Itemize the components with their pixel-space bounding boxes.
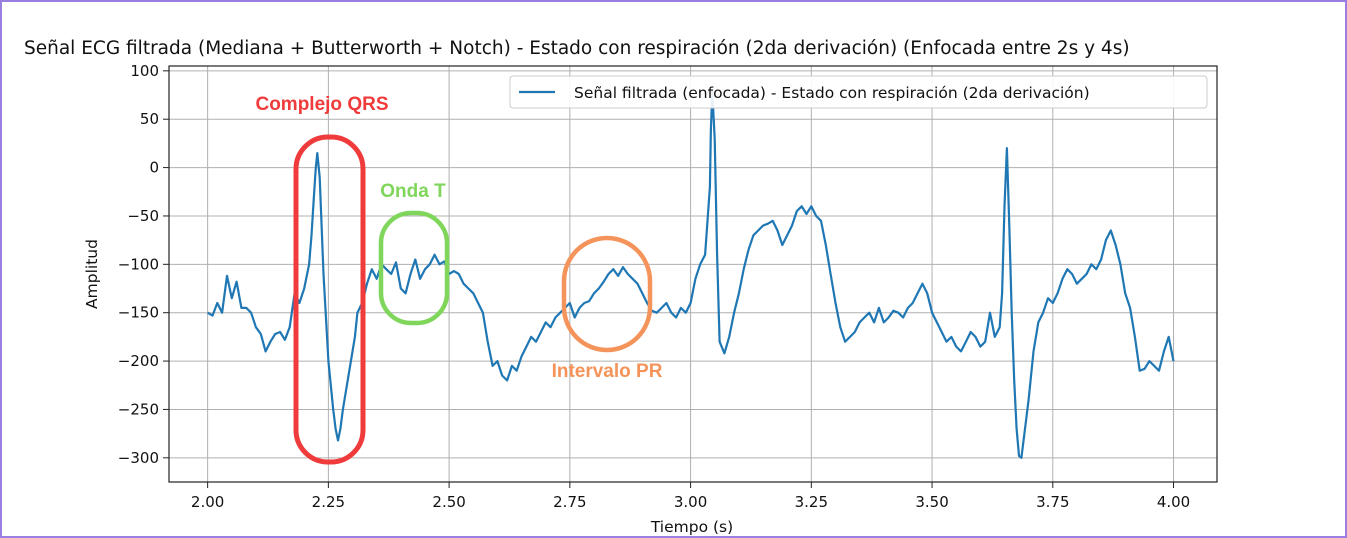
t-wave-annotation: Onda T <box>380 181 446 202</box>
x-tick-label: 2.75 <box>553 493 586 511</box>
y-tick-label: 0 <box>149 159 159 177</box>
y-tick-label: −100 <box>118 255 159 273</box>
legend-box <box>509 75 1208 109</box>
x-tick-label: 3.25 <box>795 493 828 511</box>
pr-interval-highlight-ellipse <box>561 235 653 353</box>
qrs-annotation: Complejo QRS <box>255 94 388 115</box>
y-tick-label: −250 <box>118 400 159 418</box>
x-tick-label: 4.00 <box>1157 493 1190 511</box>
x-axis-ticks: 2.00 2.25 2.50 2.75 3.00 3.25 3.50 3.75 4.00 <box>191 482 1190 511</box>
plot-area <box>207 91 1175 459</box>
y-axis-ticks: 100 50 0 −50 −100 −150 −200 −250 −300 <box>118 62 169 467</box>
annotations: Complejo QRS Onda T Intervalo PR <box>255 94 663 465</box>
y-axis-label: Amplitud <box>83 239 101 309</box>
t-wave-highlight-ellipse <box>378 210 450 326</box>
legend: Señal filtrada (enfocada) - Estado con r… <box>509 75 1208 109</box>
ecg-series-line <box>207 91 1175 459</box>
legend-label: Señal filtrada (enfocada) - Estado con r… <box>574 84 1090 102</box>
y-tick-label: 100 <box>130 62 159 80</box>
x-tick-label: 2.00 <box>191 493 224 511</box>
x-tick-label: 3.75 <box>1036 493 1069 511</box>
y-tick-label: 50 <box>140 110 159 128</box>
y-tick-label: −50 <box>127 207 159 225</box>
chart-title: Señal ECG filtrada (Mediana + Butterwort… <box>24 38 1130 59</box>
y-tick-label: −200 <box>118 352 159 370</box>
x-tick-label: 3.50 <box>915 493 948 511</box>
y-tick-label: −300 <box>118 449 159 467</box>
plot-border <box>168 65 1218 483</box>
x-tick-label: 2.25 <box>312 493 345 511</box>
x-axis-label: Tiempo (s) <box>650 518 733 536</box>
x-tick-label: 3.00 <box>674 493 707 511</box>
x-tick-label: 2.50 <box>432 493 465 511</box>
qrs-highlight-ellipse <box>293 134 366 465</box>
y-tick-label: −150 <box>118 304 159 322</box>
pr-interval-annotation: Intervalo PR <box>552 361 663 382</box>
grid <box>169 66 1217 482</box>
